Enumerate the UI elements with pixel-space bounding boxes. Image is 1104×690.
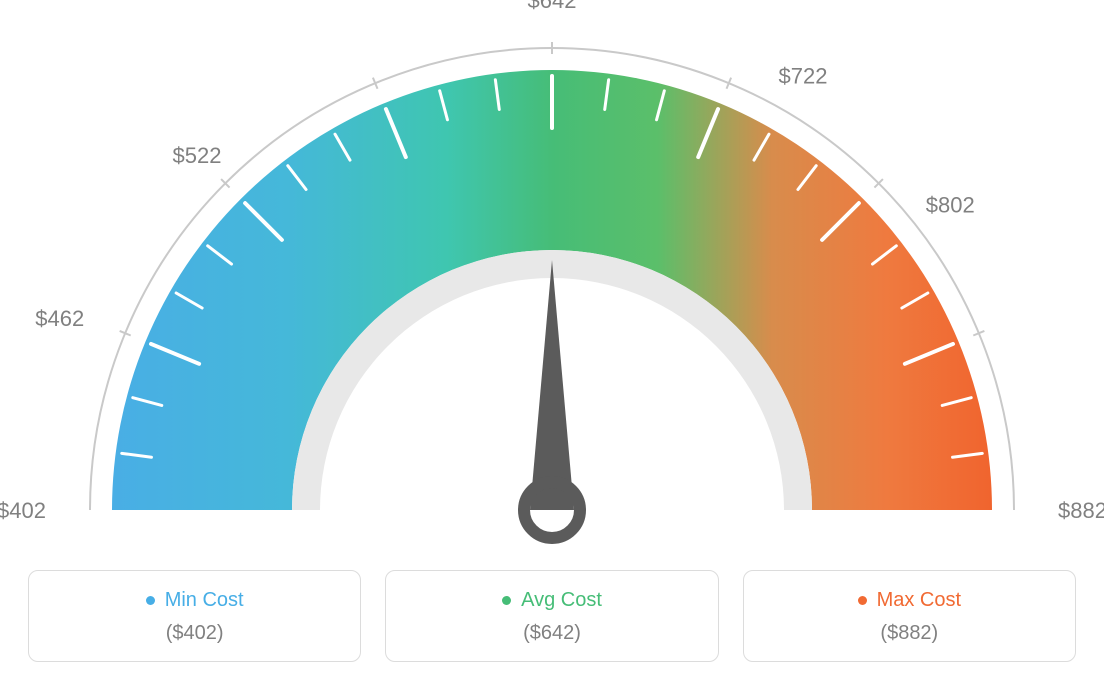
gauge-tick-label: $882: [1058, 498, 1104, 523]
legend-dot-avg: [502, 596, 511, 605]
legend-label-avg: Avg Cost: [521, 589, 602, 612]
legend-value-min: ($402): [29, 622, 360, 645]
legend-dot-max: [858, 596, 867, 605]
gauge-tick-label: $642: [528, 0, 577, 13]
cost-gauge-chart: $402 $462 $522 $642 $722 $802 $882: [0, 0, 1104, 560]
gauge-svg: $402 $462 $522 $642 $722 $802 $882: [0, 0, 1104, 560]
legend-value-avg: ($642): [386, 622, 717, 645]
legend-label-min: Min Cost: [165, 589, 244, 612]
gauge-tick-label: $462: [35, 306, 84, 331]
gauge-tick-label: $802: [926, 192, 975, 217]
legend-card-max: Max Cost ($882): [743, 570, 1076, 662]
legend-value-max: ($882): [744, 622, 1075, 645]
legend-card-min: Min Cost ($402): [28, 570, 361, 662]
gauge-tick-label: $522: [173, 143, 222, 168]
gauge-tick-label: $722: [779, 63, 828, 88]
legend-row: Min Cost ($402) Avg Cost ($642) Max Cost…: [0, 570, 1104, 662]
legend-label-max: Max Cost: [877, 589, 961, 612]
legend-card-avg: Avg Cost ($642): [385, 570, 718, 662]
legend-dot-min: [146, 596, 155, 605]
gauge-tick-label: $402: [0, 498, 46, 523]
